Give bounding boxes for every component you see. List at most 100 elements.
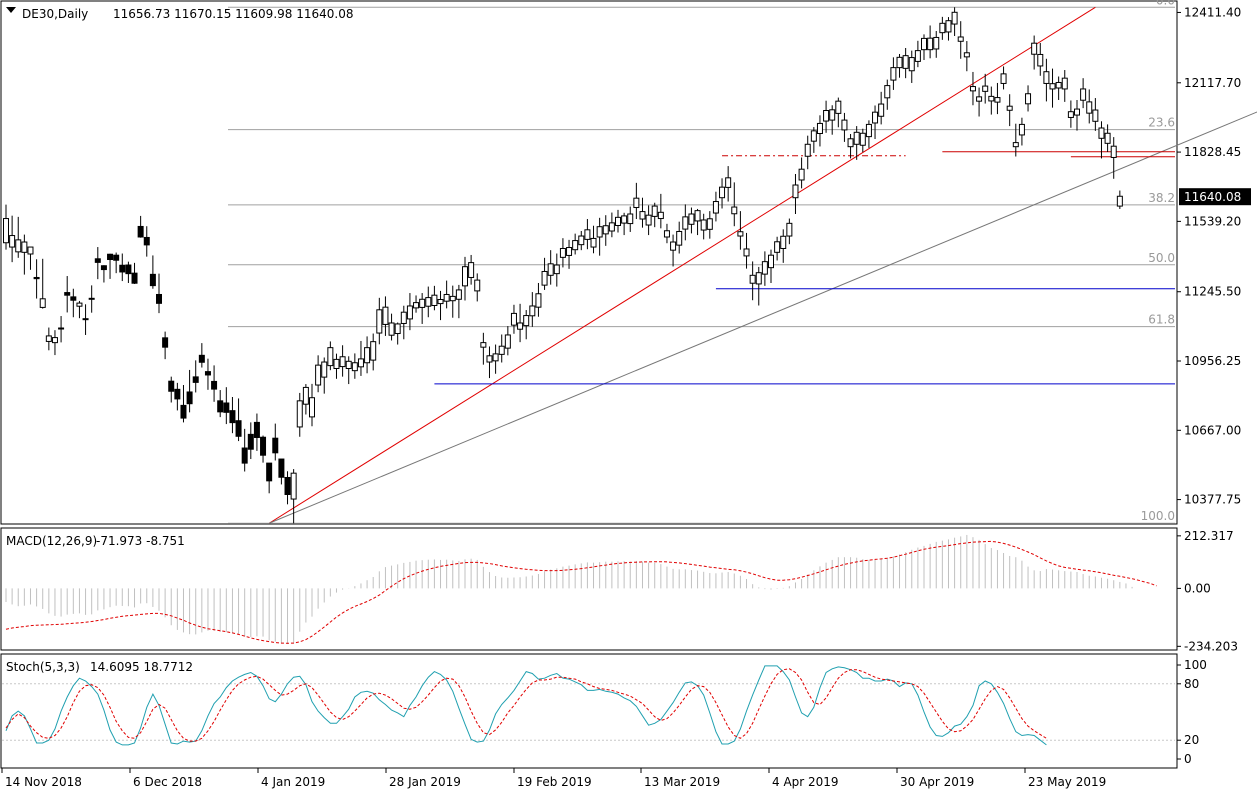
time-tick-label: 30 Apr 2019 xyxy=(900,775,974,789)
candle-body-bear xyxy=(125,264,132,275)
candle-body-bull xyxy=(425,297,432,307)
stoch-tick-label: 0 xyxy=(1184,752,1192,766)
candle-body-bull xyxy=(1018,123,1025,136)
candle-body-bull xyxy=(449,295,456,302)
price-tick-label: 10377.75 xyxy=(1184,493,1241,507)
candle-body-bear xyxy=(272,437,279,454)
stoch-axis: 100 80 20 0 xyxy=(1177,658,1207,766)
stoch-panel-border xyxy=(0,653,1178,769)
candle-body-bull xyxy=(921,37,927,51)
candle-body-bear xyxy=(266,462,273,482)
candle-body-bear xyxy=(64,292,71,296)
candle-body-bear xyxy=(186,391,193,405)
candle-body-bull xyxy=(994,97,1001,103)
price-tick-label: 10667.00 xyxy=(1184,423,1241,437)
candle-body-bull xyxy=(1067,111,1074,118)
candle-body-bull xyxy=(468,262,475,278)
price-tick-label: 11828.45 xyxy=(1184,145,1241,159)
candle-body-bull xyxy=(657,211,664,220)
candle-body-bull xyxy=(1043,71,1050,84)
candle-body-bull xyxy=(486,355,493,363)
candle-body-bull xyxy=(443,293,450,302)
candle-body-bull xyxy=(321,361,328,378)
price-tick-label: 11539.20 xyxy=(1184,214,1241,228)
candle-body-bull xyxy=(768,254,774,269)
candle-body-bear xyxy=(119,264,126,273)
candle-body-bull xyxy=(39,298,46,308)
candle-body-bull xyxy=(1006,105,1013,111)
candle-body-bull xyxy=(627,213,634,225)
candle-body-bull xyxy=(480,342,487,348)
candle-body-bull xyxy=(541,270,548,286)
candle-body-bear xyxy=(58,327,65,330)
macd-axis: 212.317 0.00 -234.203 xyxy=(1177,529,1238,653)
candle-body-bull xyxy=(529,305,536,317)
candle-body-bull xyxy=(719,186,726,199)
candle-body-bull xyxy=(596,226,603,238)
symbol-menu-icon[interactable] xyxy=(6,7,16,13)
candle-body-bear xyxy=(113,254,120,261)
candle-body-bull xyxy=(859,132,866,146)
candle-body-bull xyxy=(474,279,481,292)
stoch-main-line xyxy=(5,665,1047,746)
candle-body-bull xyxy=(572,240,579,251)
candle-body-bull xyxy=(45,335,52,342)
macd-tick-label: -234.203 xyxy=(1184,639,1238,653)
macd-panel: MACD(12,26,9) -71.973 -8.751 xyxy=(0,527,1178,651)
candle-body-bull xyxy=(755,272,762,285)
candle-body-bull xyxy=(437,299,444,305)
candle-body-bull xyxy=(547,263,554,276)
candle-body-bull xyxy=(951,11,958,25)
time-tick-label: 28 Jan 2019 xyxy=(389,775,461,789)
candle-body-bull xyxy=(406,305,413,320)
candle-body-bull xyxy=(957,36,964,42)
time-tick-label: 4 Jan 2019 xyxy=(261,775,325,789)
candle-body-bear xyxy=(204,371,211,376)
candle-body-bull xyxy=(1086,101,1093,114)
candle-body-bull xyxy=(1092,109,1099,122)
candle-body-bull xyxy=(1055,81,1062,89)
candle-body-bull xyxy=(633,197,640,209)
candle-body-bull xyxy=(21,241,28,253)
candle-body-bull xyxy=(872,111,879,124)
candle-body-bear xyxy=(88,297,95,300)
fib-label-50.0: 50.0 xyxy=(1148,251,1175,265)
candle-body-bull xyxy=(896,56,903,69)
candle-body-bull xyxy=(339,356,346,368)
candle-body-bull xyxy=(309,397,315,418)
candle-body-bull xyxy=(584,229,591,240)
candle-body-bear xyxy=(192,376,199,383)
candle-body-bull xyxy=(786,222,793,237)
candle-body-bear xyxy=(174,388,181,400)
candle-body-bull xyxy=(865,123,872,138)
candle-body-bull xyxy=(694,210,701,222)
candle-body-bull xyxy=(3,218,9,244)
horizontal-levels xyxy=(434,151,1175,385)
candle-body-bear xyxy=(253,421,260,438)
symbol-timeframe: DE30,Daily xyxy=(22,7,88,21)
candle-body-bull xyxy=(663,230,670,238)
stoch-tick-label: 80 xyxy=(1184,677,1199,691)
candle-body-bull xyxy=(388,322,395,336)
candle-body-bear xyxy=(284,476,291,495)
candle-body-bull xyxy=(1012,142,1019,148)
candle-body-bear xyxy=(156,293,162,304)
candle-body-bull xyxy=(357,358,364,368)
price-tick-label: 11245.50 xyxy=(1184,285,1241,299)
candle-body-bull xyxy=(553,264,560,275)
candle-body-bull xyxy=(351,362,358,372)
stoch-tick-label: 100 xyxy=(1184,658,1207,672)
candle-body-bull xyxy=(455,289,462,300)
candle-body-bear xyxy=(198,354,205,363)
price-tick-label: 12117.70 xyxy=(1184,76,1241,90)
candle-body-bear xyxy=(94,258,101,263)
candle-body-bull xyxy=(774,241,781,253)
ohlc-values: 11656.73 11670.15 11609.98 11640.08 xyxy=(113,7,353,21)
candle-body-bull xyxy=(27,246,34,255)
fib-label-0.0: 0.0 xyxy=(1156,0,1175,7)
stoch-levels xyxy=(2,683,1175,741)
last-price-box xyxy=(1179,188,1251,206)
candle-body-bull xyxy=(878,103,885,117)
candle-body-bull xyxy=(413,302,420,309)
candle-body-bear xyxy=(137,225,144,238)
